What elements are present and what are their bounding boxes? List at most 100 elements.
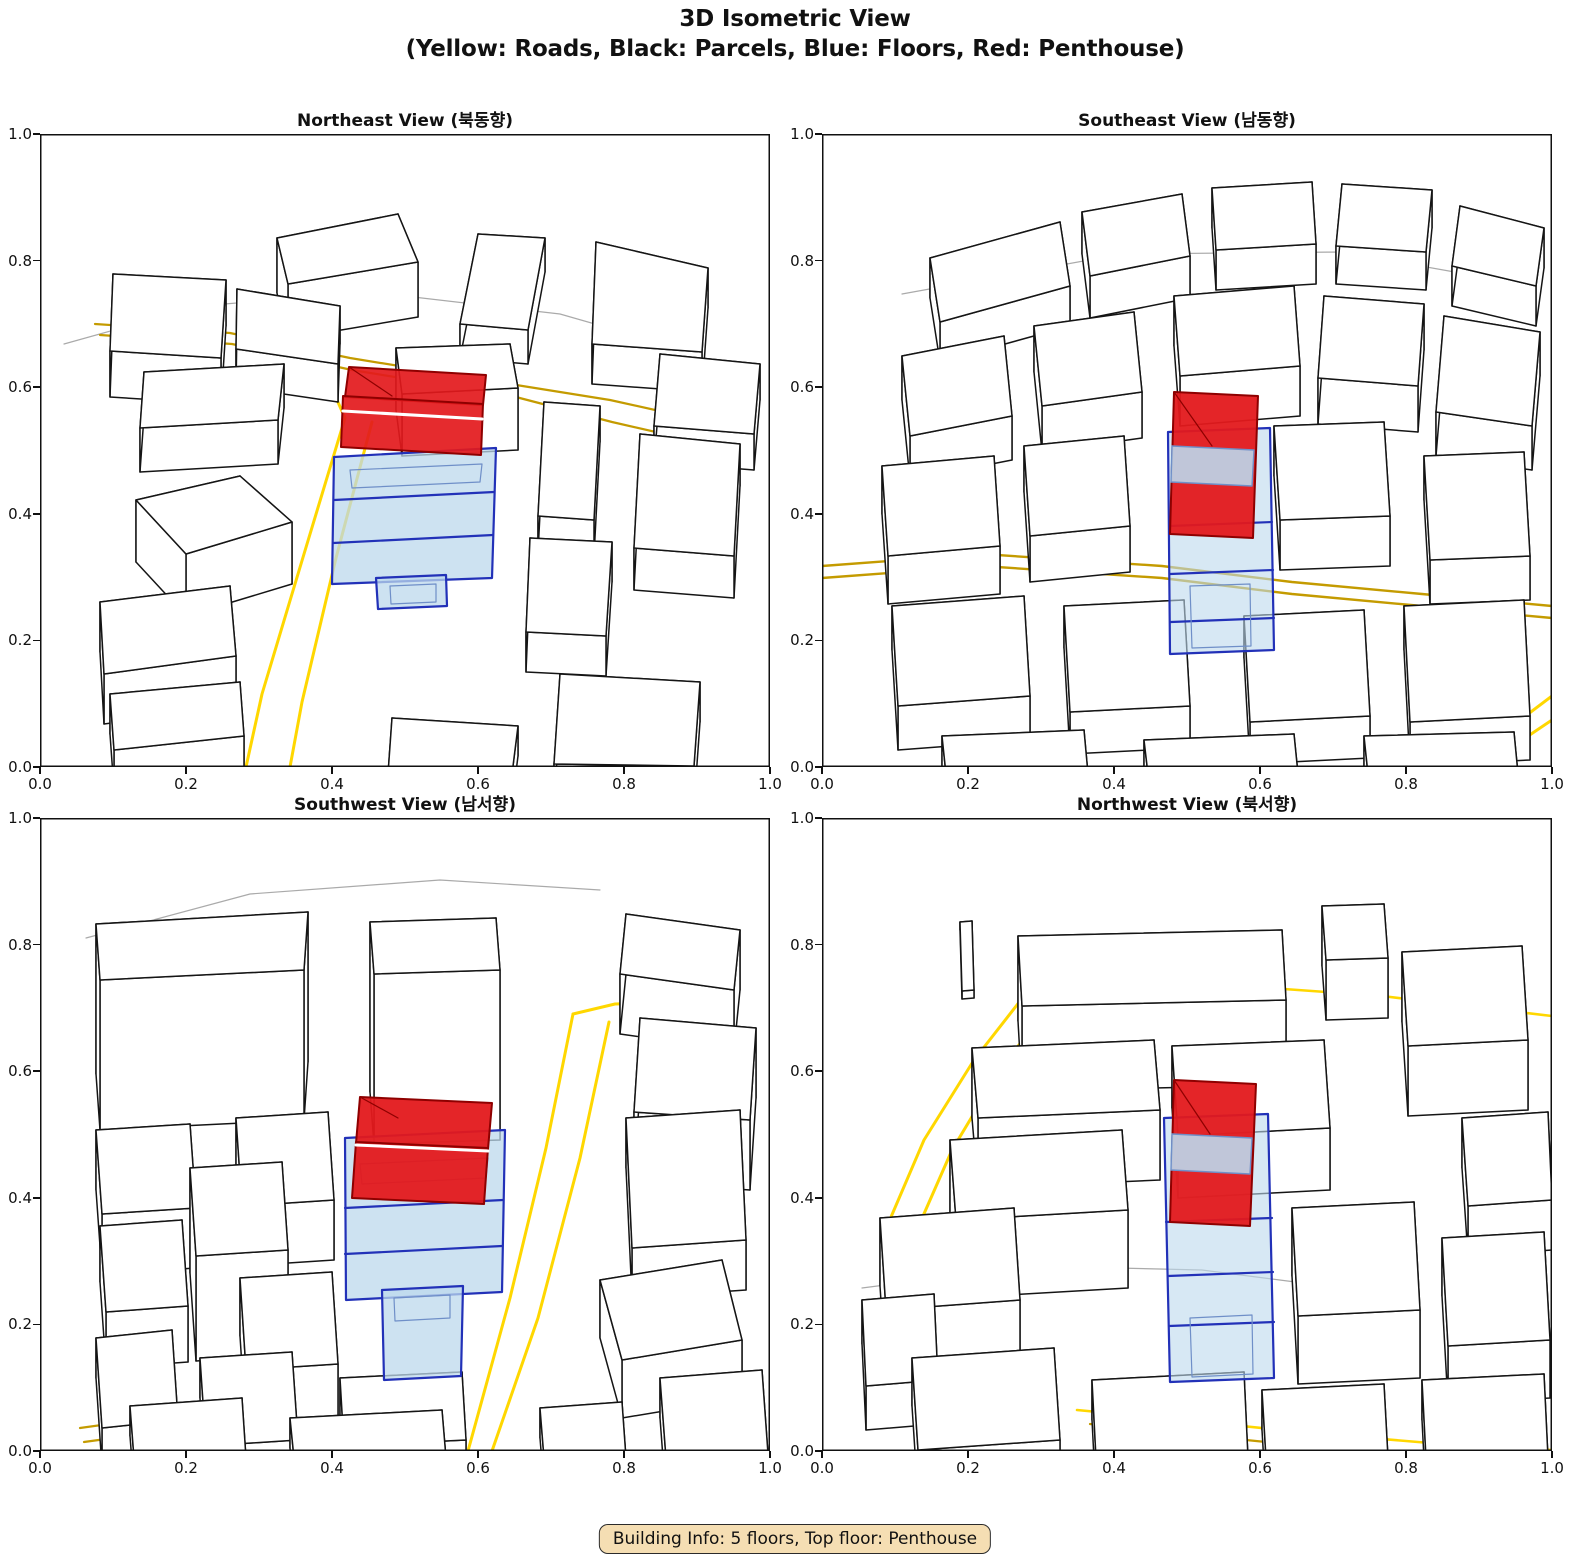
x-tick-label: 0.6	[466, 1459, 490, 1477]
figure-title: 3D Isometric View	[679, 6, 911, 32]
x-tick-label: 0.2	[174, 775, 198, 793]
y-tick-mark	[815, 259, 822, 262]
parcel-building-top	[276, 213, 419, 285]
x-tick-mark	[1259, 1451, 1261, 1458]
parcel-building-top	[1335, 183, 1433, 253]
penthouse-shape	[351, 1141, 489, 1205]
y-tick-mark	[33, 259, 40, 262]
parcel-building-top	[459, 233, 546, 331]
y-tick-mark	[815, 1070, 822, 1072]
floor-shape	[1170, 1133, 1253, 1175]
parcel-building-top	[633, 433, 741, 557]
parcel-building-top	[591, 241, 709, 353]
parcel-building-top	[235, 288, 341, 365]
x-tick-mark	[769, 1451, 771, 1458]
road-line	[244, 416, 347, 767]
x-tick-mark	[821, 1451, 823, 1458]
y-tick-mark	[815, 386, 822, 388]
floor-line	[1173, 1079, 1211, 1135]
y-tick-label: 0.4	[790, 1188, 814, 1207]
y-tick-label: 0.8	[8, 251, 32, 270]
x-tick-mark	[769, 767, 771, 774]
y-tick-mark	[33, 943, 40, 946]
parcel-building-face	[1297, 1309, 1421, 1385]
y-tick-mark	[33, 1070, 40, 1072]
x-tick-mark	[39, 767, 41, 774]
y-tick-label: 0.0	[790, 758, 814, 776]
parcel-building-top	[1461, 1111, 1552, 1207]
subplot-title: Southwest View (남서향)	[294, 795, 516, 815]
x-tick-label: 0.4	[1102, 1459, 1126, 1477]
parcel-building-top	[959, 920, 975, 992]
y-tick-mark	[33, 133, 40, 135]
y-tick-mark	[815, 1450, 822, 1452]
y-tick-label: 0.0	[8, 758, 32, 776]
x-tick-mark	[1405, 767, 1407, 774]
parcel-building-top	[653, 353, 761, 435]
floor-line	[341, 409, 484, 421]
floor-line	[389, 583, 437, 605]
parcel-building-top	[1091, 1371, 1249, 1451]
parcel-building-face	[525, 631, 607, 677]
x-tick-label: 1.0	[1540, 775, 1564, 793]
y-tick-label: 1.0	[790, 125, 814, 143]
subplot-southwest: Southwest View (남서향) 0.0 0.2 0.4 0.6 0.8 1.0 0…	[8, 795, 782, 1477]
parcel-building-top	[1321, 903, 1389, 961]
parcel-building-top	[1017, 929, 1287, 1007]
axes-spine	[822, 134, 1552, 767]
x-tick-label: 0.8	[1394, 1459, 1418, 1477]
floor-line	[1167, 1320, 1276, 1328]
parcel-building-top	[1173, 285, 1301, 377]
x-tick-mark	[967, 1451, 969, 1458]
parcel-building-top	[1403, 599, 1531, 723]
parcel-building-face	[1215, 243, 1317, 291]
x-tick-label: 0.8	[612, 1459, 636, 1477]
y-tick-label: 0.2	[790, 631, 814, 650]
x-tick-label: 0.2	[956, 775, 980, 793]
y-tick-mark	[815, 513, 822, 515]
x-tick-label: 0.2	[174, 1459, 198, 1477]
penthouse-shape	[355, 1096, 493, 1150]
x-tick-label: 0.0	[28, 775, 52, 793]
parcel-building-top	[1317, 295, 1425, 387]
x-tick-label: 0.8	[1394, 775, 1418, 793]
y-tick-label: 0.4	[8, 504, 32, 523]
x-tick-mark	[967, 767, 969, 774]
subplot-title: Northeast View (북동향)	[297, 111, 513, 131]
floor-line	[1189, 1314, 1254, 1378]
scene-northwest	[822, 818, 1552, 1451]
floor-line	[1189, 583, 1252, 649]
y-tick-mark	[33, 386, 40, 388]
scene-northeast	[40, 134, 770, 767]
y-tick-label: 0.6	[790, 1062, 814, 1081]
x-tick-mark	[185, 767, 187, 774]
floor-line	[349, 463, 483, 489]
y-tick-label: 0.2	[790, 1315, 814, 1334]
penthouse-shape	[340, 395, 484, 456]
subplot-southeast: Southeast View (남동향) 0.0 0.2 0.4 0.6 0.8 1.0 0…	[790, 111, 1564, 793]
scene-southeast	[822, 134, 1552, 767]
x-tick-label: 0.0	[810, 775, 834, 793]
parcel-building-top	[1273, 421, 1391, 521]
x-tick-label: 0.4	[320, 1459, 344, 1477]
x-tick-label: 0.2	[956, 1459, 980, 1477]
parcel-building-top	[881, 455, 1001, 557]
floor-line	[332, 490, 496, 502]
y-tick-label: 0.4	[8, 1188, 32, 1207]
y-tick-mark	[815, 817, 822, 819]
parcel-building-top	[1063, 599, 1191, 713]
parcel-building-face	[99, 969, 305, 1131]
x-tick-label: 0.4	[1102, 775, 1126, 793]
y-tick-mark	[815, 639, 822, 642]
parcel-building-top	[971, 1039, 1161, 1119]
x-tick-mark	[1405, 1451, 1407, 1458]
x-tick-mark	[477, 767, 479, 774]
y-tick-label: 0.0	[8, 1442, 32, 1460]
parcel-building-top	[109, 681, 245, 751]
parcel-building-top	[1081, 193, 1191, 277]
x-tick-label: 0.6	[1248, 1459, 1272, 1477]
road-line	[886, 994, 1026, 1226]
y-tick-label: 0.6	[790, 378, 814, 397]
context-line	[85, 879, 601, 939]
